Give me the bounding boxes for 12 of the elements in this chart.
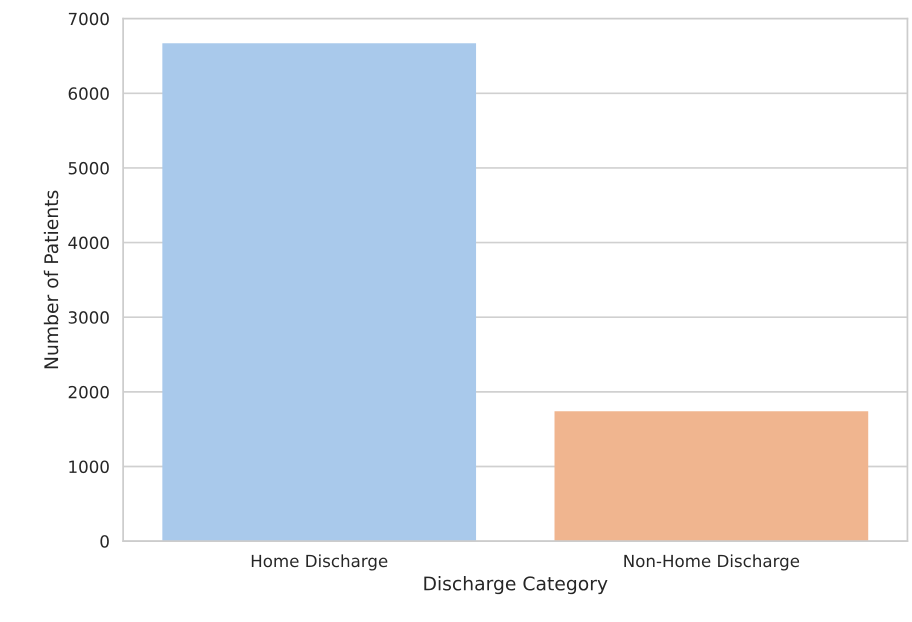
y-tick-label: 3000	[68, 311, 109, 324]
x-tick-label: Home Discharge	[252, 554, 388, 570]
y-tick-label: 0	[100, 535, 109, 548]
y-tick-label: 5000	[68, 162, 109, 175]
y-tick-label: 2000	[68, 386, 109, 398]
y-axis-title: Number of Patients	[44, 190, 58, 368]
y-tick-label: 6000	[68, 87, 109, 100]
x-tick-label: Non-Home Discharge	[624, 554, 800, 570]
x-axis-title: Discharge Category	[424, 576, 608, 594]
y-tick-label: 7000	[68, 12, 109, 26]
y-tick-label: 1000	[69, 460, 109, 474]
y-tick-label: 4000	[68, 236, 109, 250]
